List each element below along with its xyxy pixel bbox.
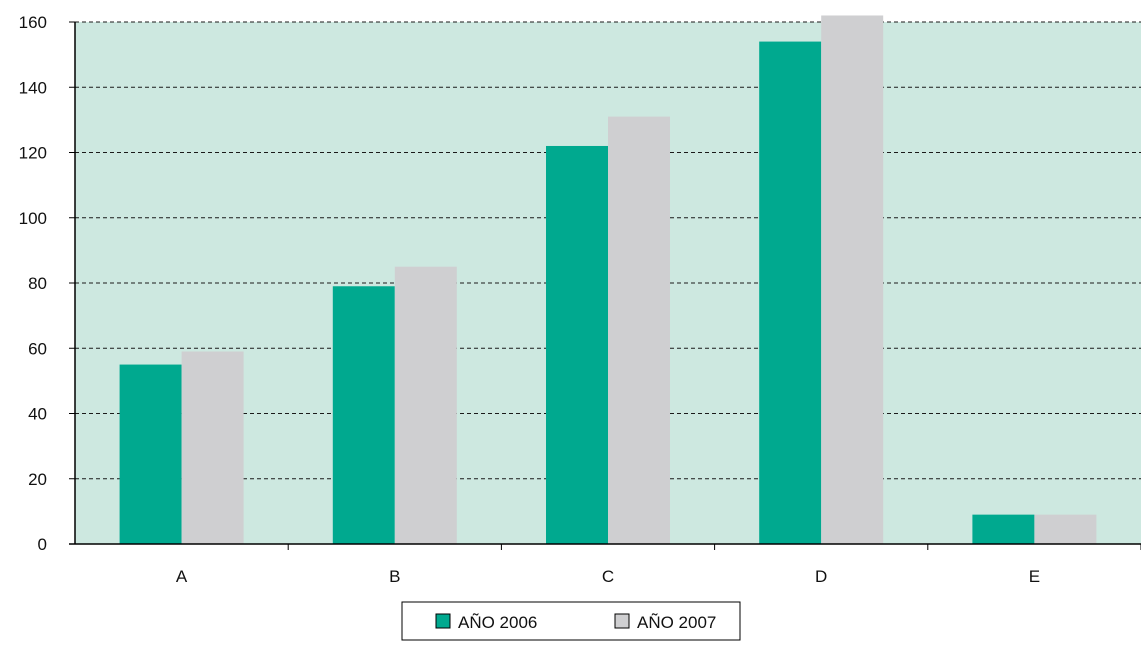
bar-a-series-2 — [181, 351, 244, 544]
bar-e-series-2 — [1034, 514, 1097, 544]
y-tick-label: 140 — [19, 78, 47, 97]
y-tick-label: 80 — [28, 274, 47, 293]
bar-d-series-1 — [759, 41, 822, 544]
y-tick-label: 20 — [28, 470, 47, 489]
x-tick-label: B — [389, 567, 400, 586]
x-tick-label: D — [815, 567, 827, 586]
bar-a-series-1 — [119, 364, 182, 544]
bar-e-series-1 — [972, 514, 1035, 544]
x-tick-label: E — [1029, 567, 1040, 586]
x-tick-label: C — [602, 567, 614, 586]
legend-box — [401, 601, 741, 641]
x-tick-label: A — [176, 567, 188, 586]
y-tick-label: 100 — [19, 209, 47, 228]
y-tick-label: 40 — [28, 405, 47, 424]
y-tick-label: 160 — [19, 13, 47, 32]
legend-label-series-2: AÑO 2007 — [637, 613, 716, 632]
axes: 0 20 40 60 80 100 120 140 160 A B C D E — [19, 13, 1141, 586]
legend-label-series-1: AÑO 2006 — [458, 613, 537, 632]
bar-b-series-1 — [332, 286, 395, 544]
bars — [119, 15, 1097, 545]
y-tick-label: 120 — [19, 144, 47, 163]
y-tick-label: 0 — [38, 535, 47, 554]
legend-swatch-series-1 — [435, 613, 451, 629]
bar-d-series-2 — [821, 15, 884, 545]
legend: AÑO 2006 AÑO 2007 — [401, 601, 741, 641]
legend-swatch-series-2 — [614, 613, 630, 629]
bar-c-series-1 — [546, 145, 608, 544]
bar-b-series-2 — [394, 266, 457, 544]
bar-c-series-2 — [608, 116, 670, 545]
y-tick-label: 60 — [28, 339, 47, 358]
